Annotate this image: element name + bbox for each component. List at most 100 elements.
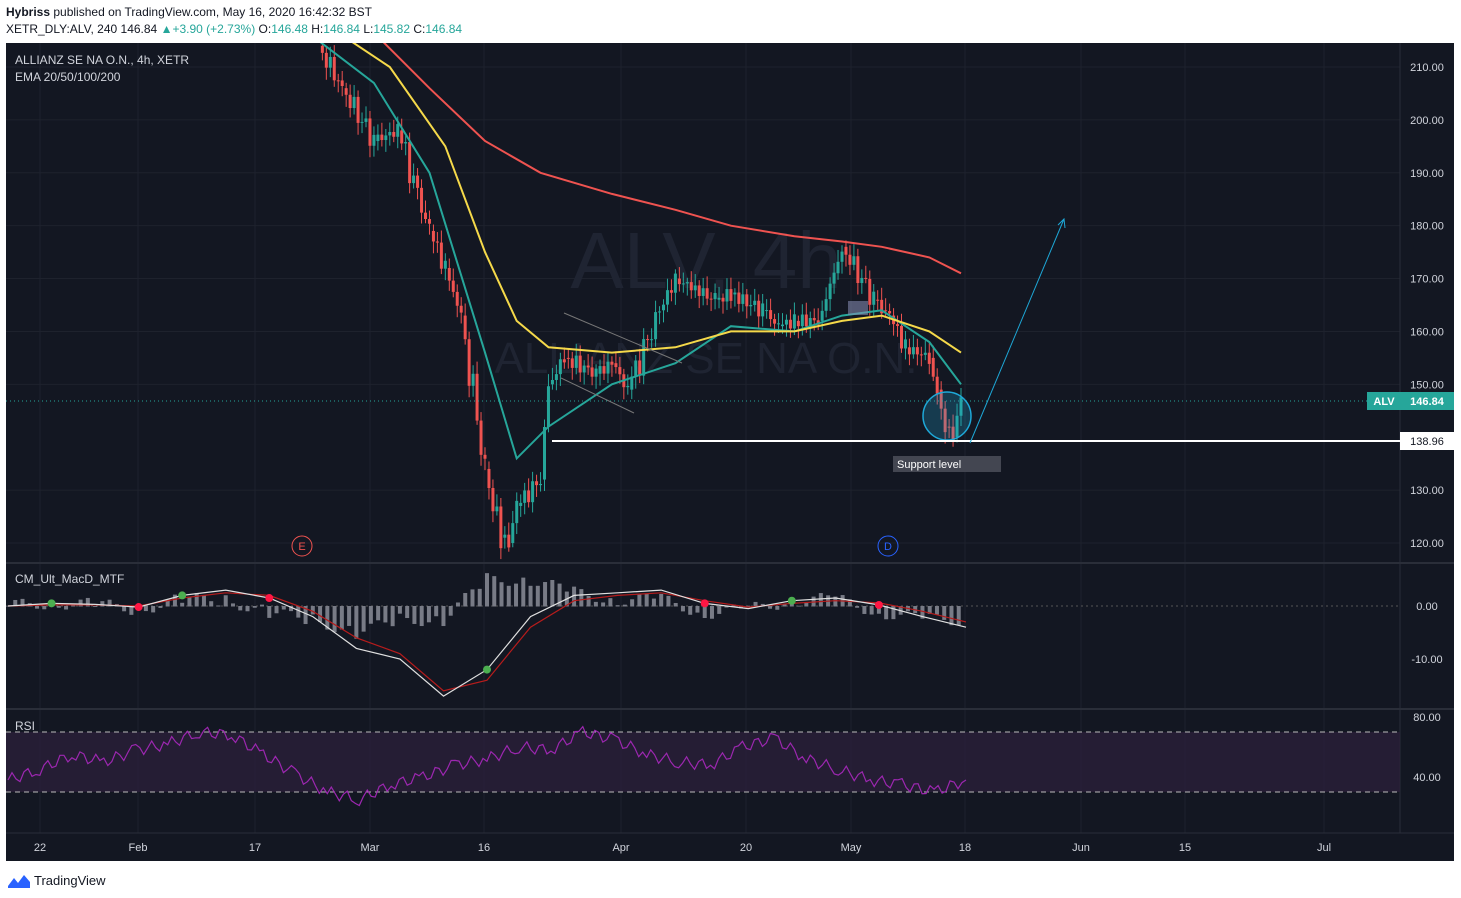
- candle-body: [796, 320, 800, 327]
- candle-body: [372, 134, 376, 146]
- chart-legend-title[interactable]: ALLIANZ SE NA O.N., 4h, XETR: [15, 53, 189, 67]
- symbol-tag: [1367, 392, 1401, 410]
- candle-body: [364, 118, 368, 122]
- macd-histogram-bar: [158, 606, 163, 608]
- candle-body: [562, 359, 566, 363]
- wedge-lower-line[interactable]: [560, 377, 635, 414]
- time-tick-label: Mar: [361, 842, 380, 854]
- candle-body: [392, 131, 396, 137]
- ema-line: [317, 39, 962, 461]
- chart-svg[interactable]: ALV, 4h ALLIANZ SE NA O.N. 138.96 Suppor…: [6, 34, 1454, 861]
- macd-cross-dot: [700, 599, 709, 608]
- candle-body: [745, 294, 749, 307]
- macd-histogram-bar: [659, 593, 664, 607]
- wedge-upper-line[interactable]: [563, 312, 683, 364]
- candle-body: [654, 312, 658, 340]
- macd-histogram-bar: [876, 606, 881, 614]
- macd-histogram-bar: [869, 606, 874, 615]
- macd-histogram-bar: [245, 606, 250, 612]
- candle-body: [352, 96, 356, 109]
- author-name[interactable]: Hybriss: [6, 5, 51, 19]
- close-label: C:: [413, 22, 426, 36]
- macd-histogram-bar: [434, 606, 439, 617]
- macd-histogram-bar: [129, 606, 134, 615]
- candle-body: [463, 315, 467, 340]
- earnings-event-icon[interactable]: [291, 535, 313, 557]
- macd-histogram-bar: [93, 606, 98, 607]
- macd-histogram-bar: [187, 596, 192, 607]
- candle-body: [634, 360, 638, 377]
- macd-histogram-bar: [122, 606, 127, 612]
- candle-body: [761, 303, 765, 317]
- ema-legend[interactable]: EMA 20/50/100/200: [15, 70, 121, 84]
- macd-histogram-bar: [535, 585, 540, 607]
- candle-body: [511, 523, 515, 543]
- macd-legend[interactable]: CM_Ult_MacD_MTF: [15, 572, 124, 586]
- candle-body: [515, 500, 519, 524]
- macd-histogram-bar: [100, 601, 105, 607]
- candle-body: [443, 260, 447, 269]
- candle-body: [396, 124, 400, 137]
- candle-body: [788, 319, 792, 329]
- candle-body: [558, 359, 562, 375]
- candle-body: [765, 310, 769, 312]
- dividend-event-icon[interactable]: [877, 535, 899, 557]
- price-tick-label: 120.00: [1410, 538, 1444, 550]
- ohlc-line: XETR_DLY:ALV, 240 146.84 ▲+3.90 (+2.73%)…: [6, 22, 462, 36]
- price-tick-label: 160.00: [1410, 326, 1444, 338]
- candle-body: [554, 374, 558, 380]
- macd-histogram-bar: [557, 583, 562, 607]
- macd-histogram-bar: [78, 599, 83, 607]
- macd-histogram-bar: [376, 606, 381, 621]
- rsi-legend[interactable]: RSI: [15, 719, 35, 733]
- rsi-tick-label: 40.00: [1413, 772, 1441, 784]
- macd-histogram-bar: [920, 606, 925, 619]
- candle-body: [915, 347, 919, 355]
- macd-histogram-bar: [201, 595, 206, 607]
- macd-histogram-bar: [949, 606, 954, 626]
- watermark-name: ALLIANZ SE NA O.N.: [494, 334, 917, 383]
- candle-body: [582, 365, 586, 373]
- chart-area[interactable]: ALV, 4h ALLIANZ SE NA O.N. 138.96 Suppor…: [6, 34, 1454, 861]
- macd-histogram-bar: [789, 602, 794, 607]
- macd-histogram-bar: [608, 598, 613, 607]
- candle-body: [753, 300, 757, 305]
- macd-histogram-bar: [768, 606, 773, 609]
- tradingview-logo[interactable]: TradingView: [8, 873, 106, 888]
- macd-histogram-bar: [572, 586, 577, 607]
- open-label: O:: [258, 22, 272, 36]
- macd-signal-line: [7, 592, 967, 692]
- candle-body: [332, 56, 336, 81]
- macd-histogram-bar: [485, 573, 489, 607]
- rsi-line: [7, 725, 967, 807]
- candle-body: [578, 355, 582, 373]
- candle-body: [412, 175, 416, 184]
- support-label-box[interactable]: [893, 456, 1001, 472]
- time-tick-label: Jul: [1317, 842, 1331, 854]
- candle-body: [435, 241, 439, 243]
- projection-arrow-line[interactable]: [969, 218, 1065, 444]
- candle-body: [574, 355, 578, 368]
- candle-body: [324, 52, 328, 68]
- candle-body: [769, 310, 773, 320]
- candle-body: [777, 323, 781, 325]
- candle-body: [487, 468, 491, 489]
- candle-body: [531, 481, 535, 503]
- candle-body: [491, 488, 495, 512]
- macd-histogram-bar: [252, 606, 257, 608]
- candle-body: [523, 490, 527, 503]
- highlight-circle[interactable]: [922, 391, 972, 441]
- highlight-box[interactable]: [848, 301, 868, 315]
- candle-body: [959, 397, 963, 416]
- candle-body: [344, 88, 348, 95]
- candle-body: [864, 277, 868, 279]
- candle-body: [590, 367, 594, 377]
- open-value: 146.48: [271, 22, 308, 36]
- candle-body: [872, 291, 876, 305]
- macd-histogram-bar: [760, 603, 765, 607]
- time-tick-label: 18: [959, 842, 971, 854]
- macd-cross-dot: [178, 591, 187, 600]
- candle-body: [900, 325, 903, 349]
- macd-histogram-bar: [42, 606, 47, 610]
- candle-body: [701, 288, 705, 296]
